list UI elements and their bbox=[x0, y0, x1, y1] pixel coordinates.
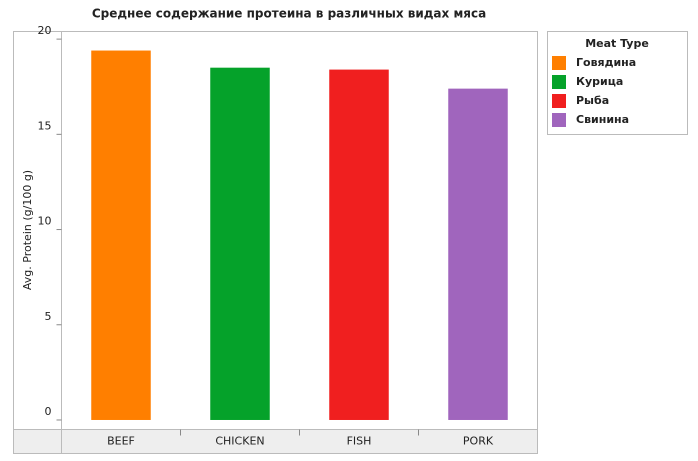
x-tick-label: BEEF bbox=[107, 435, 135, 448]
legend-label: Курица bbox=[576, 75, 623, 88]
y-axis-label: Avg. Protein (g/100 g) bbox=[21, 170, 34, 290]
chart-title: Среднее содержание протеина в различных … bbox=[92, 7, 486, 21]
x-tick-label: FISH bbox=[347, 435, 372, 448]
legend-box bbox=[547, 31, 688, 135]
x-axis-band bbox=[13, 429, 538, 454]
legend-swatch bbox=[552, 75, 566, 89]
legend-label: Рыба bbox=[576, 94, 609, 107]
bar bbox=[448, 88, 508, 420]
y-tick-label: 20 bbox=[38, 24, 52, 37]
bar bbox=[91, 50, 151, 420]
x-tick-label: CHICKEN bbox=[215, 435, 264, 448]
y-tick-label: 5 bbox=[45, 310, 52, 323]
legend-swatch bbox=[552, 56, 566, 70]
legend-swatch bbox=[552, 94, 566, 108]
legend-label: Свинина bbox=[576, 113, 629, 126]
x-tick-label: PORK bbox=[463, 435, 494, 448]
bar bbox=[329, 69, 389, 420]
y-tick-label: 0 bbox=[45, 405, 52, 418]
legend-title: Meat Type bbox=[585, 37, 649, 50]
y-tick-label: 15 bbox=[38, 119, 52, 132]
legend-label: Говядина bbox=[576, 56, 636, 69]
y-tick-label: 10 bbox=[38, 215, 52, 228]
bar bbox=[210, 67, 270, 420]
legend-swatch bbox=[552, 113, 566, 127]
